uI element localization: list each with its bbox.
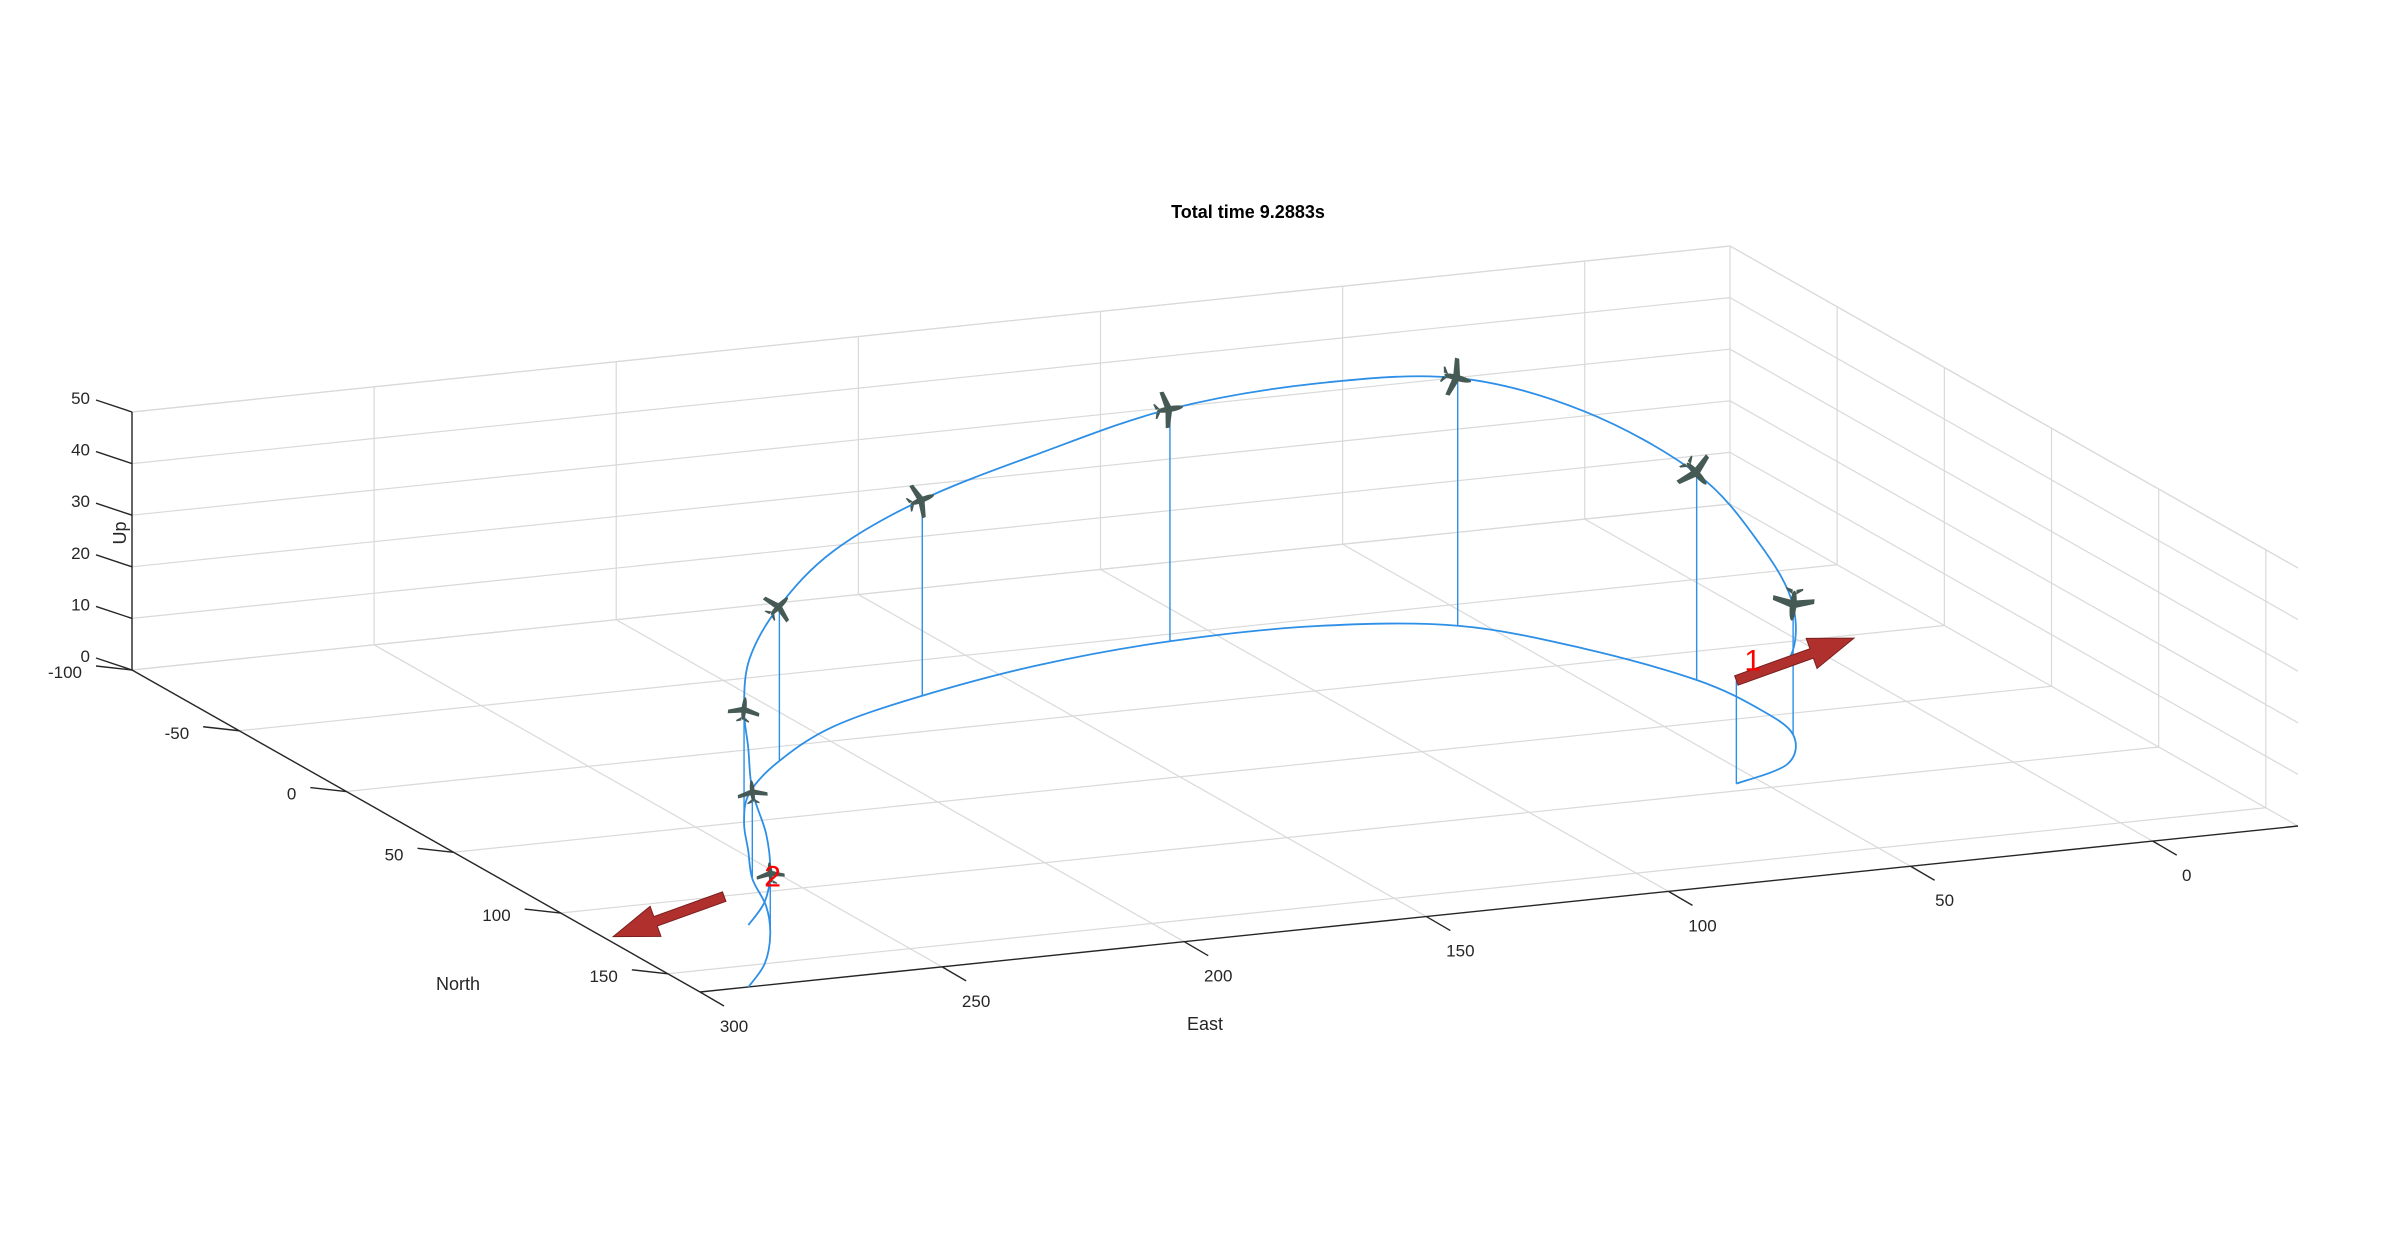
- back-wall-grid: [131, 348, 1731, 516]
- north-tick-label: 50: [385, 845, 404, 864]
- ground-track: [743, 622, 1797, 988]
- up-tick: [95, 657, 133, 671]
- drop-lines: [743, 378, 1794, 935]
- waypoint-arrow-1: [1734, 637, 1856, 686]
- up-tick: [95, 450, 133, 465]
- y-axis-label: North: [436, 974, 480, 994]
- x-axis-label: East: [1187, 1014, 1223, 1034]
- east-tick: [941, 966, 967, 982]
- flight-path-line: [743, 375, 1797, 926]
- north-tick-label: 150: [589, 967, 617, 986]
- chart-title: Total time 9.2883s: [1171, 202, 1325, 222]
- aircraft-icon: [1153, 391, 1184, 429]
- north-tick: [203, 726, 240, 732]
- aircraft-icon: [1772, 586, 1815, 621]
- north-tick: [631, 969, 668, 975]
- floor-grid-north: [453, 685, 2052, 853]
- flight-path: [743, 375, 1797, 926]
- east-tick: [1183, 941, 1209, 957]
- aircraft-icon: [1676, 454, 1710, 485]
- aircraft-icon: [737, 780, 768, 805]
- east-tick-label: 50: [1935, 891, 1954, 910]
- aircraft-icon: [762, 596, 790, 623]
- floor-grid-east: [1342, 543, 1911, 867]
- side-wall-grid: [1729, 348, 2299, 672]
- back-wall-grid: [131, 451, 1731, 619]
- up-tick-label: 40: [71, 441, 90, 460]
- aircraft-icon: [727, 697, 760, 723]
- aircraft-icon: [756, 862, 785, 886]
- up-tick-label: 10: [71, 595, 90, 614]
- box-edge: [1729, 245, 2299, 569]
- floor-grid-east: [858, 594, 1427, 918]
- floor-grid-north: [560, 746, 2159, 914]
- up-tick: [95, 605, 133, 620]
- east-tick-label: 200: [1204, 967, 1232, 986]
- axes-lines: [95, 399, 2299, 1007]
- side-wall-grid: [1729, 451, 2299, 775]
- up-tick: [95, 554, 133, 568]
- ground-track-line: [743, 622, 1797, 988]
- back-wall-grid: [131, 503, 1731, 671]
- up-tick-label: 0: [81, 647, 90, 666]
- north-tick: [524, 908, 561, 914]
- north-tick-label: -100: [48, 663, 82, 682]
- east-tick: [1910, 865, 1935, 881]
- north-tick: [310, 786, 347, 793]
- east-tick-label: 100: [1688, 916, 1716, 935]
- east-tick-label: 300: [720, 1017, 748, 1036]
- aircraft-icon: [1439, 357, 1472, 396]
- tick-labels: 300250200150100500-100-50050100150010203…: [48, 389, 2191, 1036]
- north-tick: [95, 665, 133, 671]
- north-tick: [417, 847, 454, 853]
- waypoint-arrows: 12: [611, 637, 1856, 938]
- side-wall-grid: [1729, 400, 2299, 724]
- floor-grid-north: [346, 624, 1945, 793]
- box-edge: [131, 245, 1731, 413]
- up-tick: [95, 399, 133, 413]
- back-wall-grid: [131, 400, 1731, 568]
- floor-grid-east: [1584, 518, 2154, 842]
- floor-grid-north: [667, 807, 2266, 975]
- east-tick: [1668, 890, 1693, 906]
- north-tick-label: -50: [165, 724, 190, 743]
- east-tick: [699, 991, 725, 1007]
- aircraft-icon: [905, 484, 935, 519]
- side-wall-grid: [1729, 297, 2299, 621]
- waypoint-label-2: 2: [764, 861, 781, 894]
- side-wall-grid: [1729, 503, 2299, 827]
- axes-grid: [131, 245, 2299, 993]
- east-tick: [1426, 915, 1451, 932]
- waypoint-label-1: 1: [1744, 645, 1761, 678]
- waypoint-arrow-2: [611, 891, 727, 938]
- north-tick-label: 0: [287, 785, 296, 804]
- floor-grid-north: [239, 564, 1838, 732]
- up-tick-label: 20: [71, 544, 90, 563]
- east-tick-label: 150: [1446, 942, 1474, 961]
- floor-grid-east: [1100, 568, 1669, 892]
- floor-grid-east: [615, 619, 1185, 943]
- up-tick-label: 50: [71, 389, 90, 408]
- floor-grid-east: [373, 644, 943, 968]
- up-tick: [95, 502, 133, 516]
- east-tick: [2152, 840, 2178, 856]
- aircraft-markers: [727, 357, 1815, 886]
- north-tick-label: 100: [482, 906, 510, 925]
- east-axis-line: [699, 825, 2299, 993]
- up-tick-label: 30: [71, 492, 90, 511]
- back-wall-grid: [131, 297, 1731, 465]
- east-tick-label: 0: [2182, 866, 2191, 885]
- east-tick-label: 250: [962, 992, 990, 1011]
- z-axis-label: Up: [110, 521, 130, 544]
- north-axis-line: [131, 669, 701, 993]
